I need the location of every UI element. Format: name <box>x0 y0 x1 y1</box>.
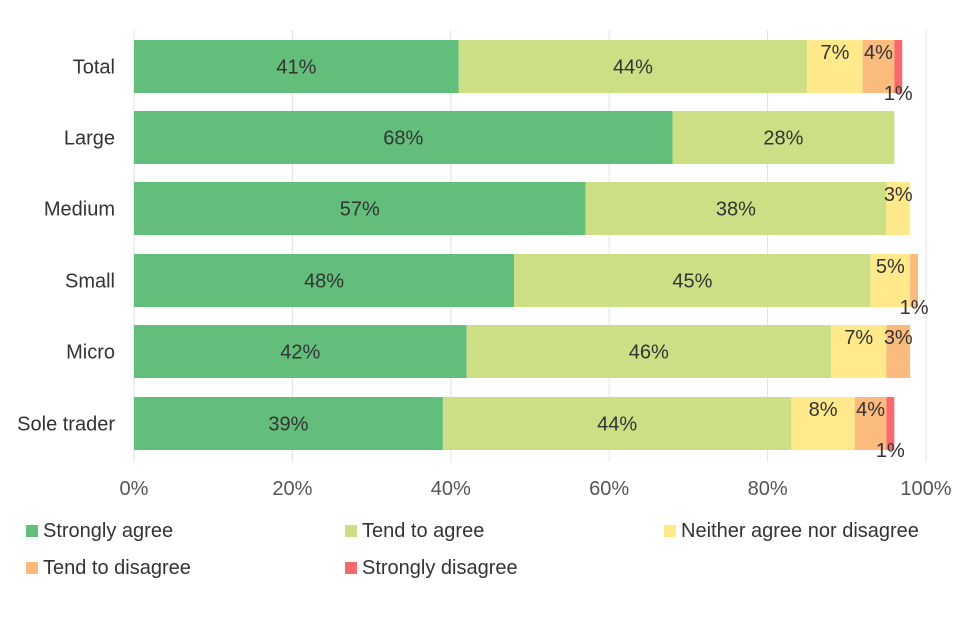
legend-swatch-tend-to-disagree <box>26 562 38 574</box>
data-label: 44% <box>597 414 637 436</box>
legend: Strongly agree Tend to agree Neither agree… <box>26 520 919 579</box>
legend-label: Tend to disagree <box>43 557 191 579</box>
data-label: 1% <box>876 440 905 462</box>
data-label: 46% <box>629 342 669 364</box>
data-label: 68% <box>383 128 423 150</box>
data-label: 1% <box>900 297 929 319</box>
data-label: 4% <box>864 42 893 64</box>
data-label: 5% <box>876 256 905 278</box>
bars: 41% 44% 7% 4% 1% 68% 28% 57% 38% 3% 48% 45% 5% 1% 42% 4… <box>134 40 929 462</box>
bar-segment-strongly-disagree <box>886 397 895 450</box>
bar-segment-tend-to-agree <box>514 254 871 307</box>
bar-segment-neither-agree-nor-disagree <box>830 325 887 378</box>
data-label: 8% <box>809 399 838 421</box>
bar-segment-strongly-agree <box>134 182 586 235</box>
bar-segment-tend-to-agree <box>672 111 895 164</box>
data-label: 45% <box>672 271 712 293</box>
data-label: 48% <box>304 271 344 293</box>
legend-swatch-tend-to-agree <box>345 525 357 537</box>
bar-segment-strongly-agree <box>134 325 467 378</box>
bar-segment-tend-to-agree <box>442 397 792 450</box>
legend-swatch-neither-agree-nor-disagree <box>664 525 676 537</box>
x-tick-label: 0% <box>120 478 149 500</box>
legend-label: Tend to agree <box>362 520 484 542</box>
bar-segment-strongly-agree <box>134 397 443 450</box>
bar-segment-tend-to-agree <box>466 325 831 378</box>
data-label: 42% <box>280 342 320 364</box>
bar-segment-neither-agree-nor-disagree <box>870 254 911 307</box>
bar-segment-tend-to-agree <box>458 40 808 93</box>
bar-segment-neither-agree-nor-disagree <box>791 397 855 450</box>
bar-segment-strongly-disagree <box>894 40 903 93</box>
bar-segment-tend-to-disagree <box>910 254 919 307</box>
data-label: 39% <box>268 414 308 436</box>
legend-label: Neither agree nor disagree <box>681 520 919 542</box>
category-label: Large <box>64 128 115 150</box>
data-label: 3% <box>884 327 913 349</box>
x-tick-label: 100% <box>900 478 951 500</box>
x-tick-label: 20% <box>272 478 312 500</box>
bar-segment-neither-agree-nor-disagree <box>807 40 863 93</box>
legend-swatch-strongly-disagree <box>345 562 357 574</box>
x-axis-tick-labels: 0% 20% 40% 60% 80% 100% <box>120 478 952 500</box>
x-tick-label: 60% <box>589 478 629 500</box>
category-label: Medium <box>44 199 115 221</box>
bar-segment-tend-to-disagree <box>862 40 895 93</box>
x-tick-label: 40% <box>431 478 471 500</box>
data-label: 38% <box>716 199 756 221</box>
legend-swatch-strongly-agree <box>26 525 38 537</box>
bar-segment-tend-to-agree <box>585 182 887 235</box>
legend-label: Strongly disagree <box>362 557 518 579</box>
bar-segment-strongly-agree <box>134 40 459 93</box>
data-label: 1% <box>884 83 913 105</box>
bar-segment-tend-to-disagree <box>886 325 911 378</box>
legend-label: Strongly agree <box>43 520 173 542</box>
category-label: Micro <box>66 342 115 364</box>
data-label: 7% <box>820 42 849 64</box>
data-label: 28% <box>763 128 803 150</box>
category-label: Total <box>73 57 115 79</box>
data-label: 7% <box>844 327 873 349</box>
category-label: Sole trader <box>17 414 115 436</box>
data-label: 3% <box>884 184 913 206</box>
category-label: Small <box>65 271 115 293</box>
bar-segment-neither-agree-nor-disagree <box>886 182 911 235</box>
gridlines <box>133 30 927 462</box>
data-label: 41% <box>276 57 316 79</box>
data-label: 57% <box>340 199 380 221</box>
bar-segment-strongly-agree <box>134 254 515 307</box>
data-label: 44% <box>613 57 653 79</box>
category-labels: Total Large Medium Small Micro Sole trader <box>17 57 115 436</box>
bar-segment-strongly-agree <box>134 111 673 164</box>
bar-segment-tend-to-disagree <box>854 397 887 450</box>
data-label: 4% <box>856 399 885 421</box>
x-tick-label: 80% <box>748 478 788 500</box>
